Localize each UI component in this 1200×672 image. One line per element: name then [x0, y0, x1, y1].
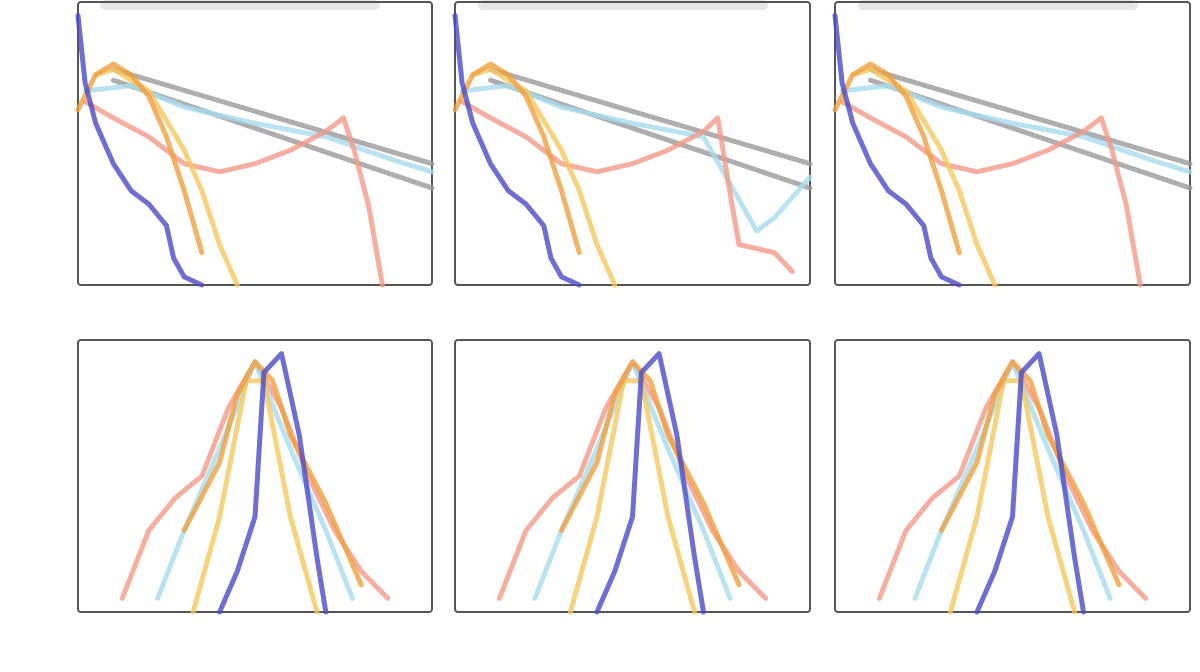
series-line [459, 99, 795, 274]
series-line [452, 61, 582, 256]
series-line [839, 99, 1143, 288]
series-line [868, 66, 1193, 167]
plot-frame [834, 339, 1191, 613]
series-line [75, 61, 205, 256]
plot-frame [454, 1, 811, 286]
series-line [832, 61, 962, 256]
series-line [452, 13, 582, 288]
plot-frame [77, 339, 433, 613]
series-line [75, 13, 205, 288]
series-line [217, 351, 329, 615]
series-line [488, 66, 813, 167]
series-line [839, 83, 1193, 175]
plot-frame [454, 339, 811, 613]
series-line [190, 378, 320, 615]
series-line [850, 66, 998, 288]
series-line [110, 66, 435, 167]
series-line [974, 351, 1086, 615]
series-line [947, 378, 1078, 615]
series-line [459, 83, 813, 234]
series-line [832, 13, 962, 288]
plot-frame [77, 1, 433, 286]
series-line [93, 66, 240, 288]
plot-frame [834, 1, 1191, 286]
series-line [82, 83, 435, 175]
series-line [82, 99, 385, 288]
series-line [470, 66, 618, 288]
series-line [567, 378, 698, 615]
series-line [594, 351, 706, 615]
